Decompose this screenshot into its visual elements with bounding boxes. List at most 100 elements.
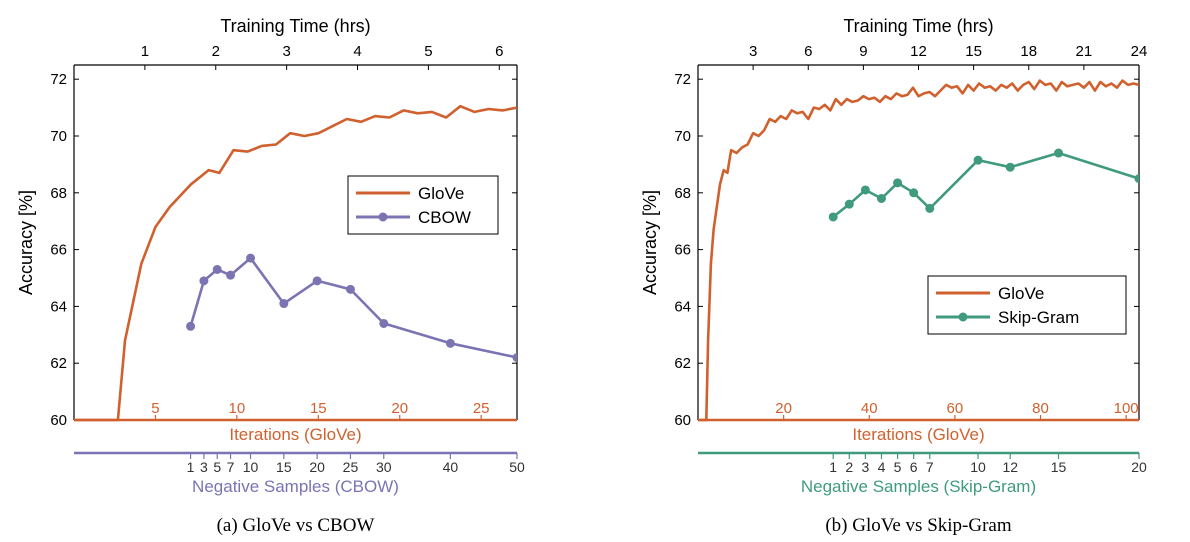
cbow-point bbox=[246, 253, 256, 263]
panel-glove-vs-cbow: 60 62 64 66 68 70 72 Accuracy [%] 1 2 3 4 5 6 Training… bbox=[16, 16, 525, 536]
skipgram-point bbox=[860, 185, 870, 195]
iterations-tick-label: 15 bbox=[310, 400, 327, 417]
negative-samples-tick-label: 25 bbox=[343, 459, 359, 475]
negative-samples-tick-label: 10 bbox=[970, 459, 986, 475]
negative-samples-tick-label: 1 bbox=[829, 459, 837, 475]
top-tick-label: 9 bbox=[859, 43, 867, 60]
cbow-point bbox=[379, 318, 389, 328]
iterations-tick-label: 80 bbox=[1032, 400, 1049, 417]
top-tick-label: 4 bbox=[353, 43, 361, 60]
skipgram-point bbox=[828, 212, 838, 222]
skipgram-point bbox=[973, 155, 983, 165]
negative-samples-tick-label: 2 bbox=[845, 459, 853, 475]
iterations-tick-label: 25 bbox=[473, 400, 490, 417]
y-tick-label: 68 bbox=[50, 185, 67, 202]
iterations-axis-label: Iterations (GloVe) bbox=[852, 425, 984, 444]
negative-samples-tick-label: 5 bbox=[213, 459, 221, 475]
plot-area bbox=[698, 79, 1139, 422]
y-tick-label: 68 bbox=[674, 185, 691, 202]
legend-cbow-marker bbox=[378, 212, 388, 222]
y-tick-label: 64 bbox=[674, 298, 691, 315]
iterations-tick-label: 5 bbox=[151, 400, 159, 417]
cbow-point bbox=[226, 270, 236, 280]
top-tick-label: 1 bbox=[141, 43, 149, 60]
skipgram-point bbox=[1054, 148, 1064, 158]
top-tick-label: 18 bbox=[1020, 43, 1037, 60]
top-tick-label: 5 bbox=[424, 43, 432, 60]
top-tick-label: 3 bbox=[749, 43, 757, 60]
negative-samples-tick-label: 6 bbox=[910, 459, 918, 475]
y-tick-label: 66 bbox=[674, 242, 691, 259]
skipgram-point bbox=[1005, 162, 1015, 172]
y-tick-label: 70 bbox=[50, 128, 67, 145]
negative-samples-tick-label: 7 bbox=[227, 459, 235, 475]
top-tick-label: 6 bbox=[804, 43, 812, 60]
y-tick-label: 62 bbox=[674, 355, 691, 372]
skipgram-point bbox=[844, 199, 854, 209]
negative-samples-tick-label: 40 bbox=[443, 459, 459, 475]
y-tick-label: 62 bbox=[50, 355, 67, 372]
skipgram-point bbox=[876, 193, 886, 203]
legend-glove-label: GloVe bbox=[418, 184, 464, 203]
legend: GloVe Skip-Gram bbox=[927, 275, 1127, 335]
cbow-point bbox=[512, 353, 517, 363]
negative-samples-tick-label: 15 bbox=[1051, 459, 1067, 475]
negative-samples-tick-label: 1 bbox=[187, 459, 195, 475]
cbow-point bbox=[212, 264, 222, 274]
y-tick-label: 64 bbox=[50, 298, 67, 315]
y-axis-label: Accuracy [%] bbox=[16, 190, 36, 295]
y-axis-label: Accuracy [%] bbox=[640, 190, 660, 295]
iterations-axis-label: Iterations (GloVe) bbox=[229, 425, 361, 444]
top-tick-label: 21 bbox=[1076, 43, 1093, 60]
cbow-point bbox=[445, 338, 455, 348]
iterations-tick-label: 40 bbox=[861, 400, 878, 417]
legend-skipgram-marker bbox=[958, 312, 968, 322]
cbow-point bbox=[199, 276, 209, 286]
top-axis-label: Training Time (hrs) bbox=[220, 16, 370, 36]
negative-samples-tick-label: 50 bbox=[509, 459, 525, 475]
negative-samples-tick-label: 3 bbox=[861, 459, 869, 475]
skipgram-point bbox=[925, 203, 935, 213]
skipgram-point bbox=[893, 178, 903, 188]
y-tick-label: 70 bbox=[674, 128, 691, 145]
y-tick-label: 60 bbox=[50, 412, 67, 429]
top-tick-label: 2 bbox=[212, 43, 220, 60]
negative-samples-tick-label: 5 bbox=[894, 459, 902, 475]
cbow-point bbox=[186, 321, 196, 331]
y-tick-label: 60 bbox=[674, 412, 691, 429]
negative-samples-tick-label: 20 bbox=[1131, 459, 1147, 475]
negative-samples-tick-label: 10 bbox=[243, 459, 259, 475]
y-tick-label: 66 bbox=[50, 242, 67, 259]
y-tick-label: 72 bbox=[50, 71, 67, 88]
legend-glove-label: GloVe bbox=[998, 284, 1044, 303]
iterations-tick-label: 60 bbox=[947, 400, 964, 417]
skipgram-point bbox=[909, 188, 919, 198]
negative-samples-axis-label: Negative Samples (Skip-Gram) bbox=[801, 477, 1036, 496]
negative-samples-tick-label: 12 bbox=[1002, 459, 1018, 475]
negative-samples-tick-label: 3 bbox=[200, 459, 208, 475]
negative-samples-axis-label: Negative Samples (CBOW) bbox=[192, 477, 399, 496]
legend-box bbox=[927, 275, 1127, 335]
iterations-tick-label: 10 bbox=[229, 400, 246, 417]
legend: GloVe CBOW bbox=[347, 175, 499, 235]
cbow-point bbox=[279, 299, 289, 309]
iterations-tick-label: 20 bbox=[775, 400, 792, 417]
legend-skipgram-label: Skip-Gram bbox=[998, 308, 1079, 327]
legend-box bbox=[347, 175, 499, 235]
iterations-tick-label: 100 bbox=[1114, 400, 1139, 417]
negative-samples-tick-label: 30 bbox=[376, 459, 392, 475]
top-tick-label: 3 bbox=[282, 43, 290, 60]
top-tick-label: 6 bbox=[495, 43, 503, 60]
skipgram-point bbox=[1134, 174, 1139, 184]
figure-caption: (b) GloVe vs Skip-Gram bbox=[825, 515, 1012, 536]
negative-samples-tick-label: 7 bbox=[926, 459, 934, 475]
top-tick-label: 15 bbox=[965, 43, 982, 60]
top-tick-label: 24 bbox=[1131, 43, 1148, 60]
negative-samples-tick-label: 20 bbox=[309, 459, 325, 475]
legend-cbow-label: CBOW bbox=[418, 208, 471, 227]
figure-caption: (a) GloVe vs CBOW bbox=[217, 515, 375, 536]
plot-area bbox=[74, 104, 517, 422]
top-tick-label: 12 bbox=[910, 43, 927, 60]
